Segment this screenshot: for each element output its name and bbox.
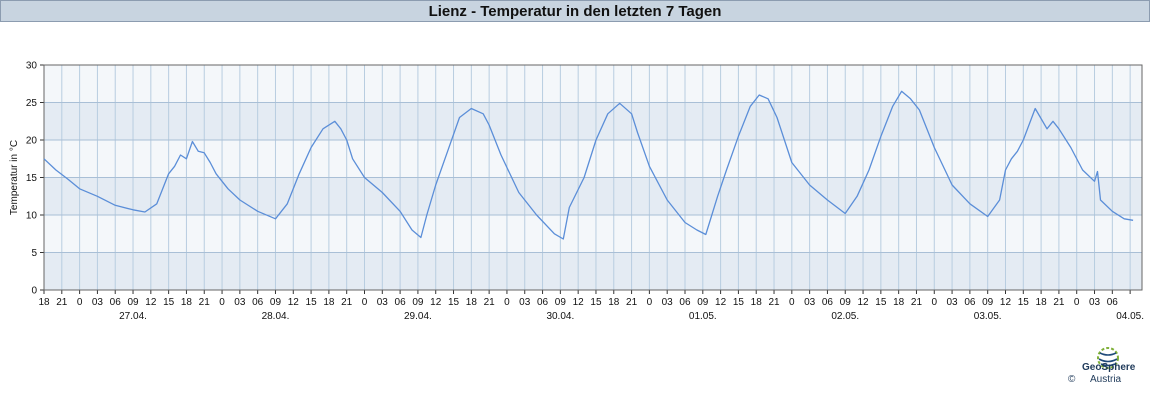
band [44, 102, 1142, 140]
x-tick-label: 18 [751, 297, 763, 308]
x-tick-label: 0 [789, 297, 795, 308]
x-tick-label: 15 [1018, 297, 1030, 308]
x-tick-label: 03 [377, 297, 389, 308]
x-tick-label: 09 [270, 297, 282, 308]
logo-subtitle: Austria [1090, 374, 1122, 385]
x-tick-label: 06 [537, 297, 549, 308]
x-tick-label: 06 [252, 297, 264, 308]
x-tick-label: 18 [893, 297, 905, 308]
x-tick-label: 09 [555, 297, 567, 308]
day-label: 03.05. [974, 311, 1002, 322]
day-label: 27.04. [119, 311, 147, 322]
x-tick-label: 06 [679, 297, 691, 308]
x-tick-label: 0 [362, 297, 368, 308]
logo-name: GeoSphere [1082, 362, 1136, 373]
band [44, 215, 1142, 253]
x-tick-label: 18 [38, 297, 50, 308]
x-tick-label: 09 [982, 297, 994, 308]
x-tick-label: 0 [504, 297, 510, 308]
x-tick-label: 21 [768, 297, 780, 308]
x-tick-label: 21 [484, 297, 496, 308]
x-tick-label: 03 [804, 297, 816, 308]
day-label: 04.05. [1116, 311, 1144, 322]
day-label: 28.04. [262, 311, 290, 322]
band [44, 177, 1142, 215]
temperature-line [43, 90, 1134, 240]
x-tick-label: 18 [323, 297, 335, 308]
day-label: 01.05. [689, 311, 717, 322]
x-tick-label: 03 [92, 297, 104, 308]
x-tick-label: 03 [1089, 297, 1101, 308]
x-tick-label: 03 [234, 297, 246, 308]
x-tick-label: 15 [306, 297, 318, 308]
x-tick-label: 03 [947, 297, 959, 308]
x-tick-label: 21 [199, 297, 211, 308]
x-tick-label: 21 [626, 297, 638, 308]
y-tick-label: 5 [31, 248, 37, 259]
band [44, 252, 1142, 290]
x-tick-label: 12 [715, 297, 727, 308]
x-tick-label: 06 [110, 297, 122, 308]
x-tick-label: 03 [519, 297, 531, 308]
x-tick-label: 15 [163, 297, 175, 308]
x-tick-label: 21 [911, 297, 923, 308]
x-tick-label: 06 [822, 297, 834, 308]
day-label: 02.05. [831, 311, 859, 322]
x-tick-label: 0 [77, 297, 83, 308]
x-tick-label: 0 [219, 297, 225, 308]
x-tick-label: 15 [448, 297, 460, 308]
x-tick-label: 18 [466, 297, 478, 308]
x-tick-label: 18 [181, 297, 193, 308]
x-tick-label: 21 [341, 297, 353, 308]
x-tick-label: 12 [1000, 297, 1012, 308]
x-tick-label: 06 [964, 297, 976, 308]
band [44, 140, 1142, 178]
x-tick-label: 18 [608, 297, 620, 308]
x-tick-label: 18 [1036, 297, 1048, 308]
x-tick-label: 15 [875, 297, 887, 308]
x-tick-label: 21 [1053, 297, 1065, 308]
x-tick-label: 12 [573, 297, 585, 308]
copyright-symbol: © [1068, 374, 1076, 385]
y-tick-label: 10 [26, 211, 38, 222]
day-label: 30.04. [546, 311, 574, 322]
x-tick-label: 0 [1074, 297, 1080, 308]
x-tick-label: 12 [288, 297, 300, 308]
x-tick-label: 21 [56, 297, 68, 308]
y-tick-label: 25 [26, 98, 38, 109]
x-tick-label: 03 [662, 297, 674, 308]
geosphere-logo-icon [1097, 347, 1119, 369]
x-tick-label: 15 [590, 297, 602, 308]
band [44, 65, 1142, 103]
chart-title: Lienz - Temperatur in den letzten 7 Tage… [0, 0, 1150, 22]
x-tick-label: 06 [1107, 297, 1119, 308]
day-label: 29.04. [404, 311, 432, 322]
x-tick-label: 15 [733, 297, 745, 308]
x-tick-label: 12 [430, 297, 442, 308]
x-tick-label: 09 [697, 297, 709, 308]
x-tick-label: 0 [647, 297, 653, 308]
y-axis-label: Temperatur in °C [9, 140, 20, 215]
x-tick-label: 0 [931, 297, 937, 308]
y-tick-label: 30 [26, 61, 38, 72]
x-tick-label: 12 [857, 297, 869, 308]
x-tick-label: 09 [840, 297, 852, 308]
y-tick-label: 15 [26, 173, 38, 184]
x-tick-label: 09 [127, 297, 139, 308]
x-tick-label: 09 [412, 297, 424, 308]
x-tick-label: 12 [145, 297, 157, 308]
y-tick-label: 0 [31, 286, 37, 297]
y-tick-label: 20 [26, 136, 38, 147]
x-tick-label: 06 [395, 297, 407, 308]
plot-frame [43, 64, 1143, 291]
